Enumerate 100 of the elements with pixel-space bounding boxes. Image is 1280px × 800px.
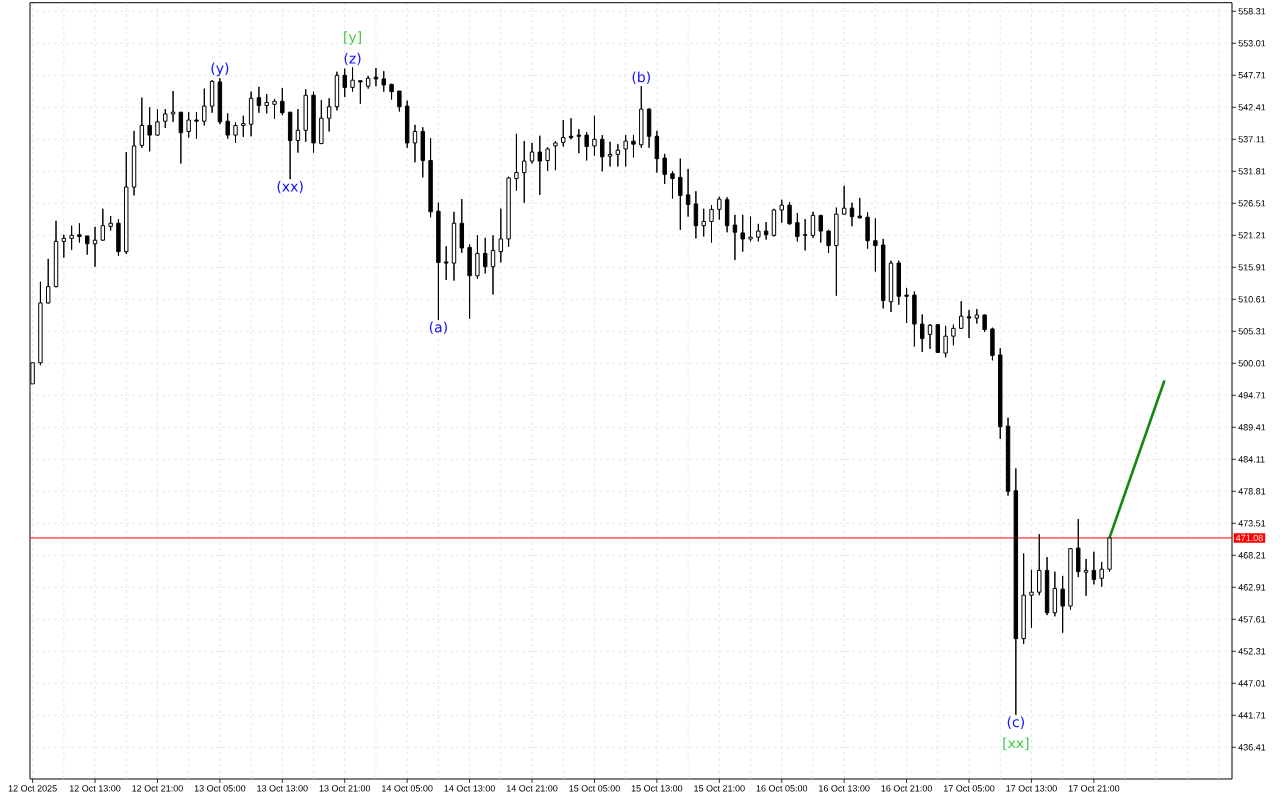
candlestick	[880, 238, 886, 309]
candlestick	[568, 117, 574, 140]
x-tick-label: 15 Oct 21:00	[694, 785, 745, 792]
ref-line-label: 471.08	[1235, 534, 1263, 542]
candlestick	[795, 212, 800, 242]
candlestick	[685, 168, 691, 218]
y-tick-label: 500.01	[1238, 360, 1266, 367]
y-tick-label: 436.41	[1238, 744, 1266, 751]
candlestick	[46, 258, 51, 305]
x-tick-label: 15 Oct 05:00	[569, 785, 620, 792]
candlestick	[982, 313, 987, 333]
candlestick	[303, 88, 308, 143]
candlestick	[966, 309, 972, 339]
y-tick-label: 505.31	[1238, 328, 1266, 335]
candlestick	[420, 126, 425, 178]
x-tick-label: 14 Oct 05:00	[382, 785, 433, 792]
candlestick	[295, 108, 301, 154]
candlestick	[584, 131, 589, 161]
y-tick-label: 452.31	[1238, 648, 1266, 655]
candlestick	[381, 70, 386, 93]
y-tick-label: 558.31	[1238, 8, 1266, 15]
y-tick-label: 547.71	[1238, 72, 1266, 79]
y-tick-label: 462.91	[1238, 584, 1266, 591]
candlestick	[561, 119, 566, 148]
candlestick	[498, 208, 504, 263]
x-tick-label: 16 Oct 21:00	[881, 785, 933, 792]
candlestick	[935, 323, 941, 354]
candlestick	[763, 221, 769, 241]
x-tick-label: 14 Oct 21:00	[506, 785, 558, 792]
x-tick-label: 13 Oct 13:00	[257, 785, 308, 792]
candlestick	[904, 287, 909, 324]
candlestick	[194, 111, 199, 140]
candlestick	[1037, 533, 1042, 596]
x-tick-label: 12 Oct 2025	[8, 785, 57, 792]
candlestick	[841, 185, 847, 216]
candlestick	[334, 71, 340, 111]
candlestick	[1068, 547, 1073, 611]
candlestick	[412, 124, 418, 163]
candlestick	[662, 153, 667, 185]
candlestick	[483, 237, 488, 274]
candlestick	[826, 229, 831, 254]
y-tick-label: 484.11	[1238, 456, 1265, 463]
y-tick-label: 441.71	[1238, 712, 1266, 719]
candlestick	[280, 87, 285, 116]
candlestick	[92, 226, 98, 268]
candlestick	[974, 308, 980, 324]
candlestick	[834, 207, 839, 297]
candlestick	[607, 141, 613, 167]
candlestick	[397, 90, 402, 113]
y-tick-label: 478.81	[1238, 488, 1266, 495]
annotation: [xx]	[1003, 737, 1029, 750]
candlestick	[256, 86, 262, 114]
candlestick	[311, 91, 316, 154]
candlestick	[724, 196, 730, 233]
candlestick	[717, 196, 722, 221]
x-tick-label: 17 Oct 21:00	[1068, 785, 1120, 792]
annotation: (y)	[211, 62, 229, 77]
candlestick	[217, 77, 223, 125]
candlestick	[654, 130, 660, 174]
x-tick-label: 16 Oct 05:00	[756, 785, 808, 792]
candlestick	[857, 197, 862, 219]
candlestick	[529, 142, 535, 164]
candlestick	[436, 202, 441, 321]
candlestick	[233, 121, 238, 144]
candlestick	[959, 300, 964, 330]
candlestick	[810, 211, 816, 239]
candlestick	[108, 215, 113, 231]
x-tick-label: 14 Oct 13:00	[444, 785, 496, 792]
candlestick	[451, 211, 457, 282]
y-tick-label: 537.11	[1238, 136, 1265, 143]
candlestick	[147, 106, 152, 152]
candlestick	[475, 234, 480, 280]
candlestick	[615, 143, 621, 167]
x-tick-label: 13 Oct 21:00	[319, 785, 371, 792]
candlestick	[1029, 569, 1034, 629]
candlestick	[389, 83, 394, 100]
candlestick	[849, 202, 855, 227]
candlestick	[553, 140, 558, 171]
candlestick	[740, 214, 745, 253]
candlestick	[1044, 556, 1050, 616]
annotation: (xx)	[277, 180, 303, 194]
x-tick-label: 12 Oct 13:00	[69, 785, 121, 792]
candlestick	[264, 93, 269, 114]
candlestick	[1013, 467, 1019, 716]
y-tick-label: 494.71	[1238, 392, 1266, 399]
candlestick	[163, 108, 168, 129]
candlestick	[241, 115, 246, 138]
candlestick	[38, 281, 43, 366]
candlestick	[873, 217, 878, 273]
annotation: (z)	[344, 52, 361, 66]
candlestick	[779, 199, 784, 224]
candlestick	[202, 88, 207, 126]
candlestick	[404, 100, 410, 149]
annotation: (b)	[632, 71, 650, 84]
candlestick	[943, 325, 948, 358]
candlestick	[990, 327, 995, 361]
candlestick	[248, 91, 254, 137]
x-tick-label: 17 Oct 05:00	[943, 785, 995, 792]
candlestick	[514, 133, 519, 192]
candlestick	[1091, 551, 1097, 585]
